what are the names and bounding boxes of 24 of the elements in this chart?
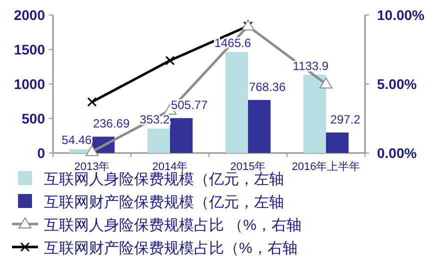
y2-tick-label: 0.00% [377,145,418,161]
y-tick-label: 0 [37,145,46,161]
y2-tick-label: 5.00% [377,76,418,92]
legend-label: 互联网财产险保费规模（亿元，左轴 [44,194,284,211]
data-label: 236.69 [92,116,130,131]
legend-label: 互联网人身险保费规模占比 （%，右轴 [44,217,302,234]
legend-label: 互联网财产险保费规模占比（%，右轴 [44,240,298,257]
legend-label: 互联网人身险保费规模（亿元，左轴 [44,171,284,188]
x-tick-label: 2013年 [74,161,110,173]
data-label: 1465.6 [214,36,252,50]
y-tick-label: 500 [22,110,46,126]
data-label: 353.2 [140,112,170,127]
data-label: 54.46 [62,133,92,148]
y2-tick-label: 10.00% [377,7,426,23]
x-tick-label: 2016年上半年 [292,160,360,173]
y-tick-label: 1000 [14,76,46,92]
data-label: 297.2 [330,112,361,126]
y-tick-label: 2000 [14,7,46,23]
data-label: 1133.9 [292,58,329,73]
x-tick-label: 2015年 [230,161,266,173]
y-tick-label: 1500 [14,42,46,58]
data-label: 505.77 [170,98,208,112]
x-tick-label: 2014年 [152,161,188,173]
data-label: 768.36 [248,80,286,94]
